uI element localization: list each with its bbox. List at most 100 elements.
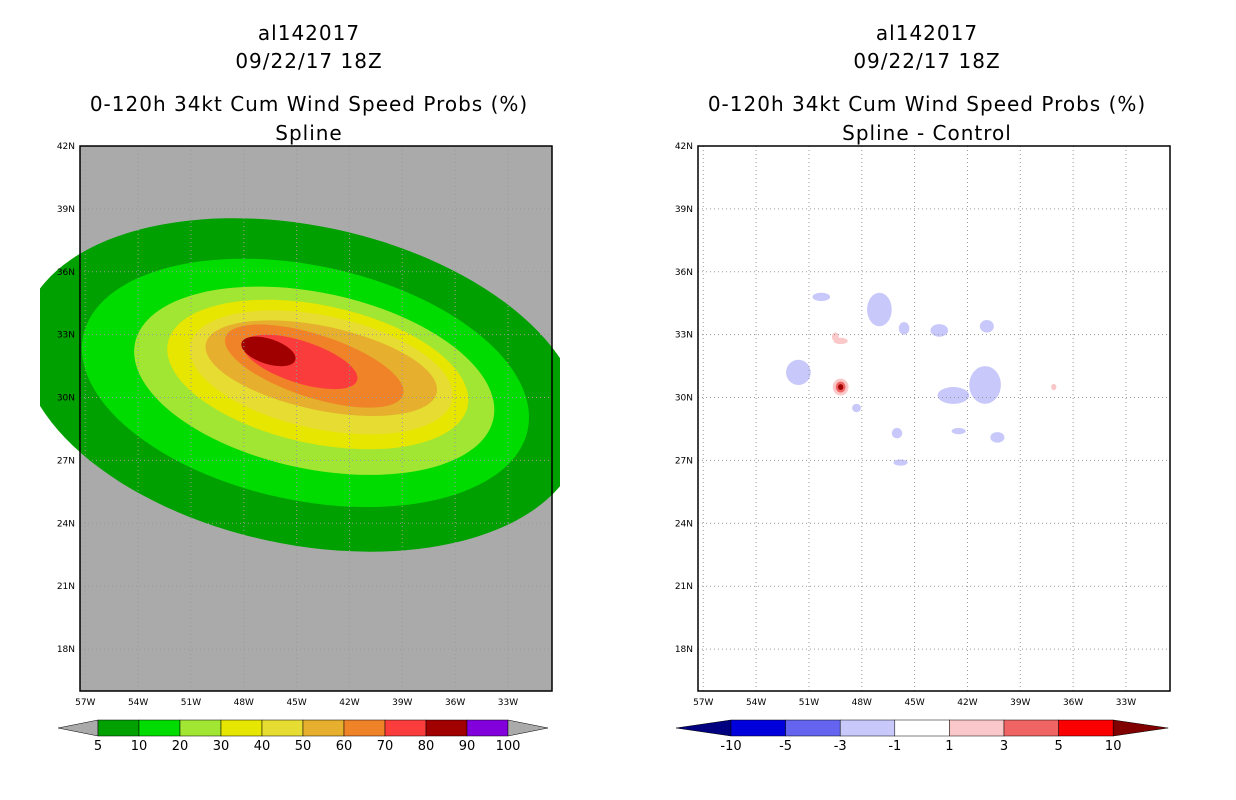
- right-storm-id: al142017: [875, 21, 979, 45]
- difference-anomaly: [867, 292, 892, 327]
- colorbar-swatch: [894, 719, 950, 737]
- colorbar-label: 60: [336, 739, 353, 754]
- x-tick-label: 36W: [1063, 698, 1083, 708]
- colorbar-label: 90: [459, 739, 476, 754]
- colorbar-label: 80: [418, 739, 435, 754]
- x-tick-label: 45W: [904, 698, 924, 708]
- difference-anomaly: [990, 432, 1005, 443]
- y-tick-label: 39N: [57, 205, 75, 215]
- colorbar-swatch: [384, 719, 427, 737]
- y-tick-label: 36N: [675, 268, 693, 278]
- colorbar-label: 10: [1105, 739, 1122, 754]
- right-difference-map: 57W 54W 51W 48W 45W 42W 39W 36W 33W 42N 39N 36N 33N 3…: [675, 142, 1171, 708]
- x-tick-label: 57W: [693, 698, 713, 708]
- left-title: 0-120h 34kt Cum Wind Speed Probs (%): [89, 92, 529, 116]
- y-tick-label: 42N: [57, 142, 75, 152]
- colorbar-swatch: [466, 719, 509, 737]
- colorbar-swatch: [839, 719, 896, 737]
- x-tick-label: 54W: [746, 698, 766, 708]
- right-title: 0-120h 34kt Cum Wind Speed Probs (%): [707, 92, 1147, 116]
- difference-anomaly: [930, 324, 949, 337]
- difference-anomaly: [852, 403, 861, 413]
- left-subtitle: Spline: [275, 121, 343, 145]
- colorbar-label: 1: [945, 739, 953, 754]
- y-tick-label: 42N: [675, 142, 693, 152]
- colorbar-label: 5: [1054, 739, 1062, 754]
- y-tick-label: 33N: [675, 331, 693, 341]
- colorbar-extend-low: [675, 719, 732, 737]
- colorbar-extend-low: [57, 719, 99, 737]
- colorbar-label: -1: [888, 739, 901, 754]
- x-tick-label: 36W: [445, 698, 465, 708]
- y-tick-label: 27N: [57, 456, 75, 466]
- y-tick-label: 33N: [57, 331, 75, 341]
- x-tick-label: 39W: [1010, 698, 1030, 708]
- colorbar-swatch: [949, 719, 1005, 737]
- x-tick-label: 57W: [75, 698, 95, 708]
- difference-anomaly: [951, 427, 966, 435]
- colorbar-swatch: [220, 719, 263, 737]
- colorbar-swatch: [1003, 719, 1059, 737]
- x-tick-label: 42W: [957, 698, 977, 708]
- colorbar-swatch: [179, 719, 222, 737]
- x-tick-label: 48W: [852, 698, 872, 708]
- x-tick-label: 48W: [234, 698, 254, 708]
- y-tick-label: 39N: [675, 205, 693, 215]
- difference-anomaly: [1051, 383, 1057, 391]
- colorbar-label: 70: [377, 739, 394, 754]
- x-tick-label: 33W: [498, 698, 518, 708]
- difference-anomaly: [786, 359, 811, 385]
- left-datetime: 09/22/17 18Z: [235, 49, 383, 73]
- colorbar-swatch: [1058, 719, 1114, 737]
- colorbar-label: 50: [295, 739, 312, 754]
- y-tick-label: 30N: [675, 394, 693, 404]
- plot-frame: [697, 145, 1171, 692]
- colorbar-label: 10: [131, 739, 148, 754]
- y-tick-label: 36N: [57, 268, 75, 278]
- difference-anomaly: [831, 332, 839, 341]
- difference-anomaly: [937, 387, 970, 404]
- y-tick-label: 18N: [675, 645, 693, 655]
- left-probability-map: 57W 54W 51W 48W 45W 42W 39W 36W 33W 42N 39N 36N 33N 3…: [40, 142, 560, 708]
- x-tick-label: 45W: [286, 698, 306, 708]
- x-tick-label: 51W: [799, 698, 819, 708]
- colorbar-swatch: [425, 719, 468, 737]
- left-storm-id: al142017: [257, 21, 361, 45]
- colorbar-label: -10: [720, 739, 741, 754]
- y-tick-label: 21N: [57, 582, 75, 592]
- colorbar-swatch: [97, 719, 140, 737]
- colorbar-label: 5: [94, 739, 102, 754]
- x-tick-label: 39W: [392, 698, 412, 708]
- colorbar-label: 30: [213, 739, 230, 754]
- x-tick-label: 51W: [181, 698, 201, 708]
- y-tick-label: 27N: [675, 456, 693, 466]
- difference-anomaly: [969, 366, 1001, 404]
- colorbar-extend-high: [1112, 719, 1169, 737]
- probability-contour-80: [241, 336, 296, 367]
- x-tick-label: 42W: [339, 698, 359, 708]
- difference-anomaly: [898, 322, 910, 335]
- colorbar-label: -5: [779, 739, 792, 754]
- colorbar-swatch: [785, 719, 841, 737]
- left-colorbar: 5 10 20 30 40 50 60 70 80 90 100: [57, 719, 549, 754]
- colorbar-swatch: [302, 719, 345, 737]
- y-tick-label: 21N: [675, 582, 693, 592]
- difference-anomaly: [979, 319, 994, 333]
- colorbar-extend-high: [507, 719, 549, 737]
- y-tick-label: 18N: [57, 645, 75, 655]
- right-subtitle: Spline - Control: [842, 121, 1012, 145]
- colorbar-label: 100: [496, 739, 521, 754]
- colorbar-swatch: [261, 719, 304, 737]
- colorbar-swatch: [730, 719, 786, 737]
- colorbar-swatch: [138, 719, 181, 737]
- colorbar-label: 40: [254, 739, 271, 754]
- y-tick-label: 30N: [57, 394, 75, 404]
- right-colorbar: -10 -5 -3 -1 1 3 5 10: [675, 719, 1169, 754]
- plot-background: [698, 146, 1170, 691]
- difference-anomaly: [893, 459, 908, 466]
- x-tick-label: 33W: [1116, 698, 1136, 708]
- difference-anomaly: [838, 384, 844, 390]
- plot-frame: [79, 145, 553, 692]
- colorbar-label: -3: [834, 739, 847, 754]
- x-tick-label: 54W: [128, 698, 148, 708]
